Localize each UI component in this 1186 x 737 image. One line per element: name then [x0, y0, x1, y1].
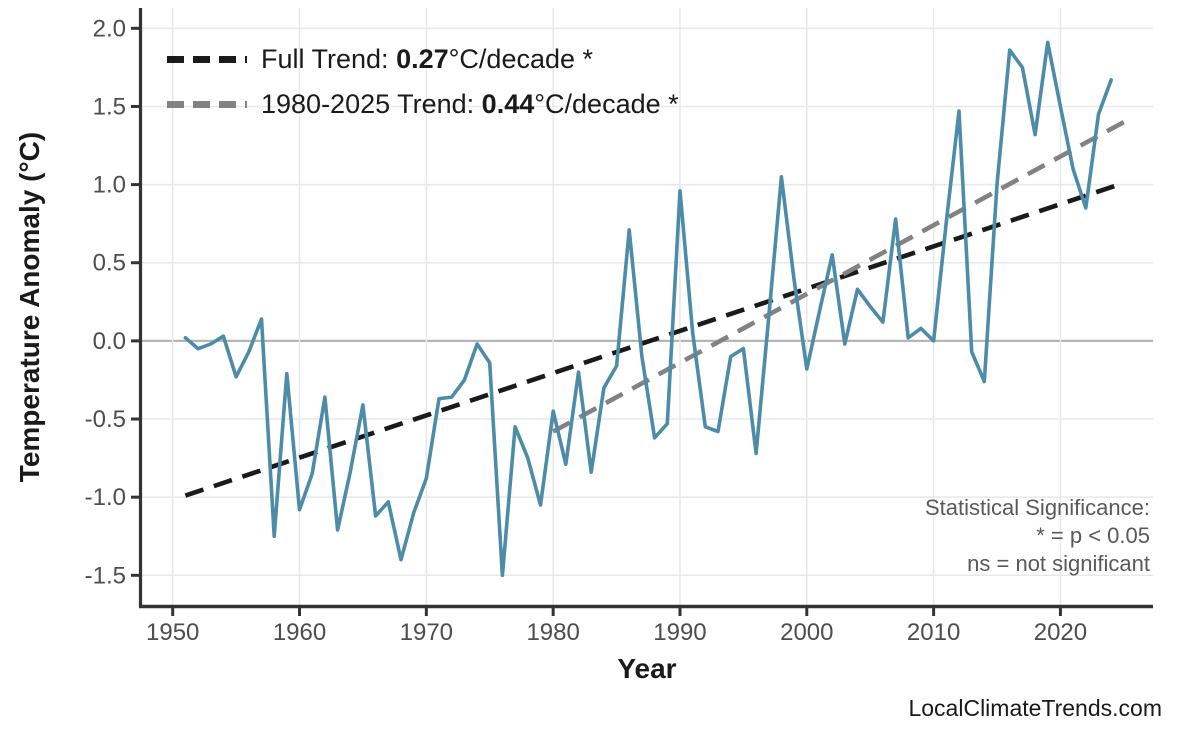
y-tick-label: 1.0 — [93, 172, 126, 199]
x-tick-label: 1980 — [526, 619, 579, 646]
statistical-significance-note: Statistical Significance: * = p < 0.05 n… — [925, 494, 1150, 578]
trend-1980-2025-label: 1980-2025 Trend: 0.44°C/decade * — [261, 89, 679, 120]
x-tick-label: 1950 — [146, 619, 199, 646]
x-tick-label: 1990 — [653, 619, 706, 646]
x-tick-label: 2010 — [907, 619, 960, 646]
trend-1980-2025-label-suffix: °C/decade * — [534, 89, 679, 119]
y-tick-label: 1.5 — [93, 93, 126, 120]
significance-note-pvalue: * = p < 0.05 — [1036, 523, 1150, 548]
significance-note-ns: ns = not significant — [967, 551, 1150, 576]
x-tick-label: 2000 — [780, 619, 833, 646]
trend-1980-2025-label-prefix: 1980-2025 Trend: — [261, 89, 482, 119]
x-tick-label: 2020 — [1034, 619, 1087, 646]
y-tick-label: -0.5 — [85, 406, 126, 433]
trend-1980-2025-line — [552, 120, 1125, 434]
full-trend-label-prefix: Full Trend: — [261, 44, 397, 74]
significance-note-title: Statistical Significance: — [925, 495, 1150, 520]
y-tick-label: 0.0 — [93, 328, 126, 355]
y-tick-label: 0.5 — [93, 250, 126, 277]
legend-entry-1980-2025-trend: 1980-2025 Trend: 0.44°C/decade * — [167, 89, 679, 120]
y-tick-label: 2.0 — [93, 15, 126, 42]
x-tick-label: 1970 — [400, 619, 453, 646]
full-trend-line — [184, 180, 1125, 498]
full-trend-label: Full Trend: 0.27°C/decade * — [261, 44, 593, 75]
y-axis-title: Temperature Anomaly (°C) — [14, 131, 45, 483]
anomaly-line — [183, 40, 1113, 578]
y-tick-label: -1.0 — [85, 484, 126, 511]
full-trend-dash-swatch — [167, 56, 247, 63]
x-axis-title: Year — [617, 653, 677, 684]
legend-entry-full-trend: Full Trend: 0.27°C/decade * — [167, 44, 593, 75]
full-trend-value: 0.27 — [396, 44, 449, 74]
x-tick-label: 1960 — [273, 619, 326, 646]
trend-1980-2025-dash-swatch — [167, 101, 247, 108]
watermark-site-name: LocalClimateTrends.com — [908, 695, 1162, 721]
y-tick-label: -1.5 — [85, 562, 126, 589]
trend-1980-2025-value: 0.44 — [481, 89, 535, 119]
full-trend-label-suffix: °C/decade * — [448, 44, 594, 74]
